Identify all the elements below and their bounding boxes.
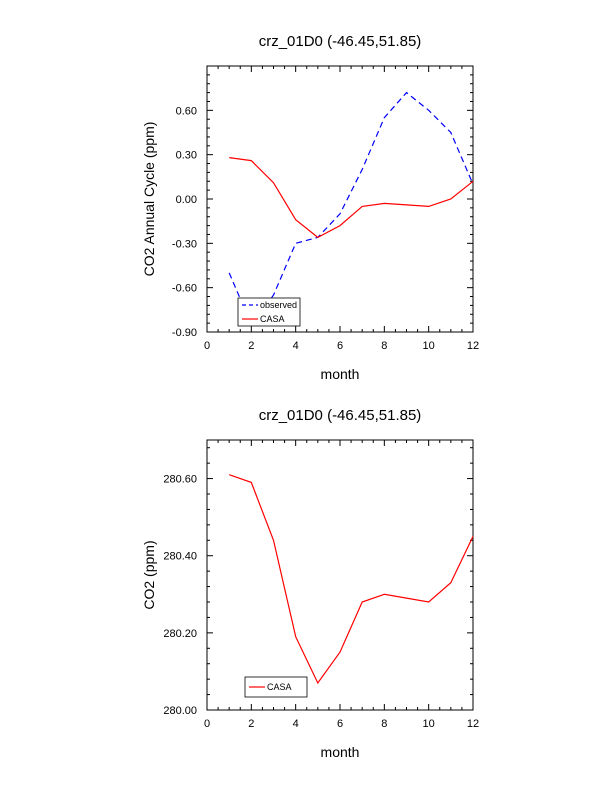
legend-box [237,297,301,327]
legend-box [244,676,308,698]
y-tick-label: 280.60 [163,474,197,486]
x-tick-label: 6 [337,340,343,352]
y-tick-label: 280.00 [163,705,197,717]
series-line-observed [228,91,474,326]
x-tick-label: 4 [293,718,299,730]
y-tick-label: 280.40 [163,551,197,563]
x-tick-label: 0 [204,340,210,352]
legend-label-casa: CASA [260,314,285,324]
y-axis-label: CO2 Annual Cycle (ppm) [141,122,157,277]
legend-label-casa: CASA [267,682,292,692]
x-axis-label: month [321,366,360,382]
co2-ppm-plot: crz_01D0 (-46.45,51.85) 0 2 4 6 8 10 12 280.00 28… [141,407,479,760]
x-tick-label: 10 [423,340,435,352]
y-tick-label: 280.20 [163,628,197,640]
x-tick-label: 12 [467,340,479,352]
y-tick-label: -0.90 [172,327,197,339]
series-line-casa [229,474,474,685]
series-line-casa [229,157,474,239]
x-tick-label: 2 [248,340,254,352]
chart-title: crz_01D0 (-46.45,51.85) [259,33,422,50]
x-tick-label: 10 [423,718,435,730]
y-tick-label: 0.30 [176,150,197,162]
y-tick-label: -0.60 [172,283,197,295]
chart-title: crz_01D0 (-46.45,51.85) [259,407,422,424]
x-tick-label: 8 [381,718,387,730]
x-tick-label: 2 [248,718,254,730]
y-tick-label: -0.30 [172,238,197,250]
x-tick-label: 4 [293,340,299,352]
legend-label-observed: observed [260,300,297,310]
y-axis-label: CO2 (ppm) [141,540,157,609]
x-tick-label: 0 [204,718,210,730]
y-tick-label: 0.60 [176,105,197,117]
annual-cycle-plot: crz_01D0 (-46.45,51.85) 0 2 4 6 8 10 12 -0.90 -0.… [141,33,479,382]
x-tick-label: 8 [381,340,387,352]
x-axis-label: month [321,744,360,760]
x-tick-label: 6 [337,718,343,730]
plot-frame [206,65,474,333]
x-tick-label: 12 [467,718,479,730]
y-tick-label: 0.00 [176,194,197,206]
